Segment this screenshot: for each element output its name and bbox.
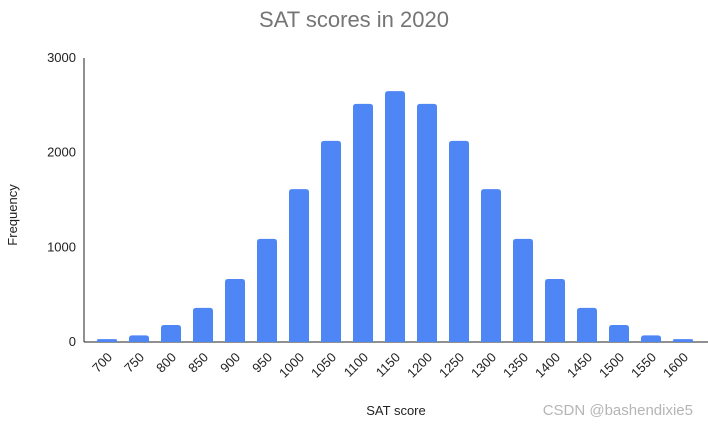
bar	[289, 189, 309, 342]
bar	[321, 140, 341, 342]
x-tick-label: 1450	[564, 350, 595, 381]
bar	[577, 307, 597, 342]
bar	[353, 103, 373, 342]
y-tick-label: 2000	[47, 145, 76, 160]
x-tick-label: 1300	[468, 350, 499, 381]
x-tick-label: 850	[185, 350, 211, 376]
bar	[161, 324, 181, 342]
y-axis-label: Frequency	[5, 184, 20, 246]
bar	[97, 339, 117, 342]
x-tick-label: 1250	[436, 350, 467, 381]
chart-title: SAT scores in 2020	[259, 7, 449, 32]
bar	[129, 335, 149, 342]
y-tick-label: 3000	[47, 50, 76, 65]
bar	[673, 339, 693, 342]
y-tick-label: 0	[69, 334, 76, 349]
bar	[513, 238, 533, 342]
bar	[257, 238, 277, 342]
x-tick-label: 1100	[341, 350, 371, 380]
x-tick-label: 1550	[628, 350, 659, 381]
y-tick-label: 1000	[47, 239, 76, 254]
x-tick-label: 1400	[532, 350, 563, 381]
x-axis-label: SAT score	[366, 403, 425, 418]
bar	[385, 91, 405, 342]
x-tick-label: 1500	[596, 350, 627, 381]
watermark: CSDN @bashendixie5	[543, 402, 693, 419]
bar	[609, 324, 629, 342]
bar	[481, 189, 501, 342]
x-tick-label: 1600	[660, 350, 691, 381]
bar	[193, 307, 213, 342]
x-tick-label: 900	[217, 350, 243, 376]
x-tick-label: 1000	[276, 350, 307, 381]
x-tick-label: 800	[153, 350, 179, 376]
x-tick-label: 1050	[308, 350, 339, 381]
x-tick-label: 700	[89, 350, 115, 376]
bar	[225, 279, 245, 342]
bar	[545, 279, 565, 342]
x-tick-label: 1150	[373, 350, 403, 380]
bar	[449, 140, 469, 342]
x-tick-label: 1350	[500, 350, 531, 381]
bar	[417, 103, 437, 342]
x-tick-label: 1200	[404, 350, 435, 381]
bar	[641, 335, 661, 342]
x-tick-label: 750	[121, 350, 147, 376]
x-tick-label: 950	[249, 350, 275, 376]
